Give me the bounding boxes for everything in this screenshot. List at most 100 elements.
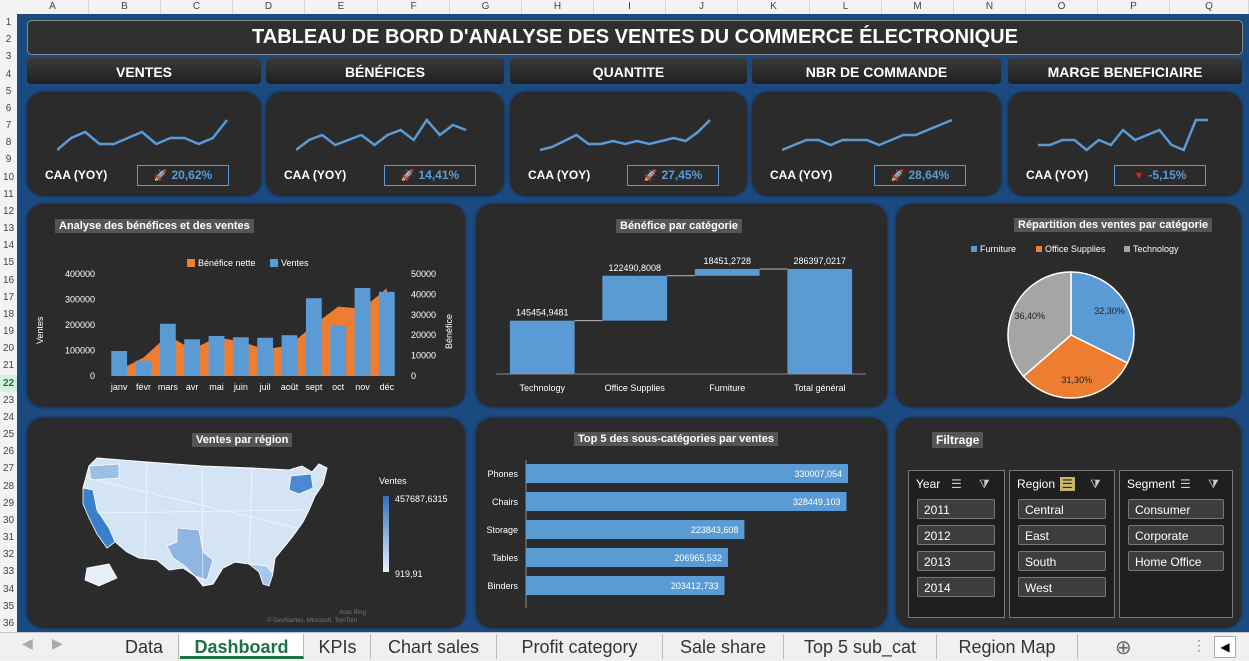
column-header[interactable]: N — [954, 0, 1026, 14]
more-options-icon[interactable]: ⋮ — [1192, 637, 1206, 653]
column-header[interactable]: G — [450, 0, 522, 14]
row-header[interactable]: 32 — [2, 549, 15, 561]
column-header[interactable]: I — [594, 0, 666, 14]
x-tick-label: déc — [380, 382, 395, 392]
rocket-icon: 🚀 — [890, 170, 905, 182]
multi-select-icon[interactable]: ☰ — [951, 477, 962, 491]
clear-filter-icon[interactable]: ⧩ — [1208, 477, 1219, 491]
waterfall-bar — [787, 268, 853, 374]
slicer-item-2012[interactable]: 2012 — [917, 525, 995, 545]
pie-chart: Furniture Office Supplies Technology 32,30%… — [971, 244, 1179, 399]
row-header[interactable]: 25 — [2, 429, 15, 440]
row-header[interactable]: 30 — [2, 514, 15, 526]
row-header[interactable]: 14 — [2, 240, 15, 252]
row-header[interactable]: 7 — [5, 120, 12, 131]
sales-bar — [305, 298, 322, 376]
column-header[interactable]: E — [305, 0, 378, 14]
row-header[interactable]: 6 — [5, 102, 12, 114]
slicer-item-central[interactable]: Central — [1018, 499, 1106, 519]
column-header[interactable]: Q — [1170, 0, 1249, 14]
slicer-item-east[interactable]: East — [1018, 525, 1106, 545]
column-header[interactable]: P — [1098, 0, 1170, 14]
chart-title: Ventes par région — [192, 433, 293, 447]
tab-dashboard[interactable]: Dashboard — [180, 634, 304, 659]
data-label: 31,30% — [1062, 375, 1093, 385]
row-header[interactable]: 28 — [2, 480, 15, 492]
tab-data[interactable]: Data — [110, 634, 179, 659]
scroll-right-icon[interactable]: ▶ — [52, 635, 63, 651]
row-header[interactable]: 20 — [2, 343, 15, 355]
row-header[interactable]: 19 — [2, 326, 15, 337]
row-header[interactable]: 15 — [2, 257, 15, 269]
slicer-item-2013[interactable]: 2013 — [917, 551, 995, 571]
row-header[interactable]: 13 — [2, 223, 15, 234]
row-header[interactable]: 8 — [5, 137, 12, 149]
row-header[interactable]: 11 — [3, 188, 14, 200]
column-header[interactable]: H — [522, 0, 594, 14]
tab-region-map[interactable]: Region Map — [937, 634, 1078, 659]
multi-select-icon[interactable]: ☰ — [1060, 477, 1075, 491]
sales-bar — [330, 325, 347, 376]
slicer-item-2014[interactable]: 2014 — [917, 577, 995, 597]
row-header[interactable]: 34 — [2, 583, 15, 595]
column-header[interactable]: D — [233, 0, 305, 14]
slicer-item-west[interactable]: West — [1018, 577, 1106, 597]
scroll-left-icon[interactable]: ◀ — [22, 635, 33, 651]
row-header[interactable]: 17 — [2, 291, 15, 303]
map-legend-scale — [383, 496, 389, 572]
row-header[interactable]: 10 — [2, 171, 15, 183]
tab-chart-sales[interactable]: Chart sales — [371, 634, 497, 659]
row-header[interactable]: 1 — [5, 17, 12, 28]
x-tick-label: avr — [186, 382, 199, 392]
clear-filter-icon[interactable]: ⧩ — [1090, 477, 1101, 491]
tab-kpis[interactable]: KPIs — [305, 634, 371, 659]
row-header[interactable]: 9 — [5, 154, 12, 166]
clear-filter-icon[interactable]: ⧩ — [979, 477, 990, 491]
row-header[interactable]: 24 — [2, 411, 15, 423]
tab-top5-subcat[interactable]: Top 5 sub_cat — [784, 634, 937, 659]
row-header[interactable]: 33 — [2, 566, 15, 578]
row-header[interactable]: 22 — [0, 374, 17, 392]
row-header[interactable]: 23 — [2, 394, 15, 406]
y2-tick-label: 0 — [411, 371, 416, 381]
row-header[interactable]: 12 — [2, 205, 15, 217]
row-header[interactable]: 3 — [5, 51, 12, 63]
tab-profit-category[interactable]: Profit category — [497, 634, 663, 659]
row-header[interactable]: 5 — [5, 85, 12, 97]
kpi-header-ventes: VENTES — [27, 58, 261, 84]
legend-label: Office Supplies — [1045, 244, 1106, 254]
column-header[interactable]: L — [810, 0, 882, 14]
column-header[interactable]: B — [89, 0, 161, 14]
sparkline — [782, 118, 953, 152]
tab-sale-share[interactable]: Sale share — [663, 634, 784, 659]
column-header[interactable]: J — [666, 0, 738, 14]
slicer-item-corporate[interactable]: Corporate — [1128, 525, 1224, 545]
row-header[interactable]: 31 — [2, 532, 15, 543]
slicer-item-consumer[interactable]: Consumer — [1128, 499, 1224, 519]
column-header[interactable]: A — [17, 0, 89, 14]
row-header[interactable]: 36 — [2, 617, 15, 629]
row-header[interactable]: 27 — [2, 463, 15, 475]
kpi-header-marge: MARGE BENEFICIAIRE — [1008, 58, 1242, 84]
column-header[interactable]: K — [738, 0, 810, 14]
multi-select-icon[interactable]: ☰ — [1180, 477, 1191, 491]
column-header[interactable]: F — [378, 0, 450, 14]
row-header[interactable]: 35 — [2, 600, 15, 612]
y2-tick-label: 50000 — [411, 269, 436, 279]
column-header[interactable]: O — [1026, 0, 1098, 14]
row-header[interactable]: 4 — [5, 68, 12, 80]
row-header[interactable]: 16 — [2, 274, 15, 286]
row-header[interactable]: 2 — [5, 34, 12, 46]
row-header[interactable]: 21 — [2, 360, 15, 372]
column-header[interactable]: C — [161, 0, 233, 14]
add-sheet-icon[interactable]: ⊕ — [1115, 637, 1132, 659]
row-header[interactable]: 29 — [2, 497, 15, 509]
scroll-sheet-left-button[interactable]: ◀ — [1214, 636, 1236, 658]
column-header[interactable]: M — [882, 0, 954, 14]
slicer-item-south[interactable]: South — [1018, 551, 1106, 571]
row-header[interactable]: 18 — [2, 308, 15, 320]
us-map: Ventes 457687,6315 919,91 Avec Bing © Ge… — [82, 457, 448, 624]
slicer-item-home-office[interactable]: Home Office — [1128, 551, 1224, 571]
row-header[interactable]: 26 — [2, 446, 15, 458]
slicer-item-2011[interactable]: 2011 — [917, 499, 995, 519]
